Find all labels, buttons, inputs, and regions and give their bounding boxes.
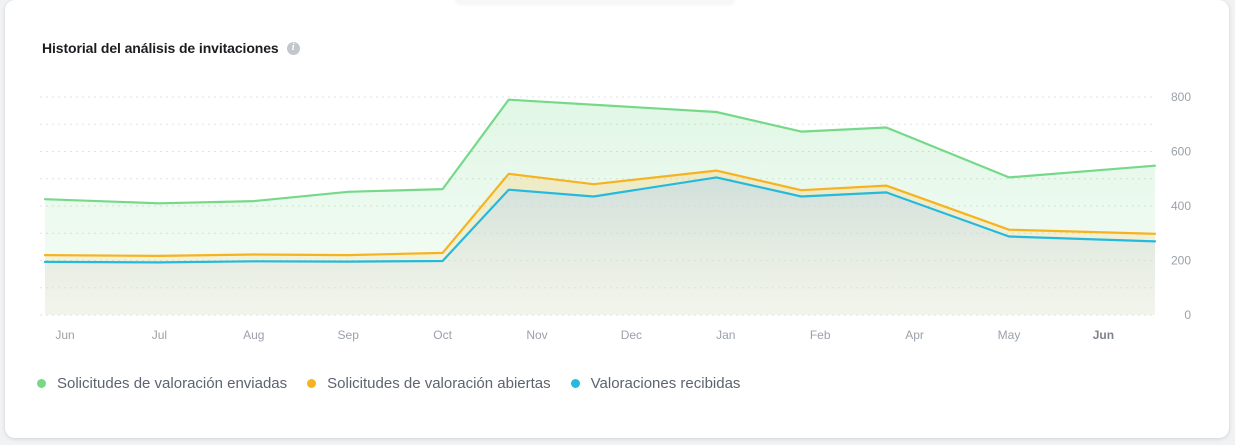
y-tick-label: 600 <box>1171 145 1191 159</box>
series-area <box>45 177 1155 315</box>
legend-label: Solicitudes de valoración abiertas <box>327 375 551 392</box>
legend-item-abiertas[interactable]: Solicitudes de valoración abiertas <box>307 375 551 392</box>
x-tick-label: Jun <box>55 328 74 342</box>
x-tick-label: Jun <box>1093 328 1114 342</box>
chart-legend: Solicitudes de valoración enviadas Solic… <box>37 375 740 392</box>
info-icon[interactable]: i <box>286 41 300 55</box>
y-axis-ticks: 0 200 400 600 800 <box>1171 90 1191 322</box>
x-tick-label: Feb <box>810 328 831 342</box>
x-tick-label: Dec <box>621 328 642 342</box>
series-areas <box>45 99 1155 315</box>
legend-item-enviadas[interactable]: Solicitudes de valoración enviadas <box>37 375 287 392</box>
card-header: Historial del análisis de invitaciones i <box>42 40 300 56</box>
legend-dot-icon <box>570 379 580 388</box>
chart-title: Historial del análisis de invitaciones <box>42 40 279 56</box>
series-line <box>43 176 1157 264</box>
x-tick-label: May <box>998 328 1021 342</box>
x-tick-label: Jan <box>716 328 735 342</box>
y-tick-label: 0 <box>1184 308 1191 322</box>
legend-label: Valoraciones recibidas <box>590 375 741 392</box>
x-tick-label: Nov <box>526 328 547 342</box>
x-tick-label: Apr <box>905 328 924 342</box>
x-tick-label: Sep <box>338 328 360 342</box>
series-line <box>43 98 1157 205</box>
legend-label: Solicitudes de valoración enviadas <box>57 375 288 392</box>
series-line <box>43 169 1157 257</box>
x-tick-label: Jul <box>152 328 167 342</box>
legend-dot-icon <box>307 379 317 388</box>
y-tick-label: 200 <box>1171 254 1191 268</box>
legend-dot-icon <box>37 379 46 388</box>
y-tick-label: 400 <box>1171 199 1191 213</box>
x-axis-ticks: Jun Jul Aug Sep Oct Nov Dec Jan Feb Apr May Jun <box>55 328 1114 342</box>
x-tick-label: Oct <box>433 328 452 342</box>
card-top-tab <box>455 0 735 4</box>
legend-item-recibidas[interactable]: Valoraciones recibidas <box>570 375 741 392</box>
y-tick-label: 800 <box>1171 90 1191 104</box>
x-tick-label: Aug <box>243 328 264 342</box>
series-lines <box>43 98 1157 264</box>
